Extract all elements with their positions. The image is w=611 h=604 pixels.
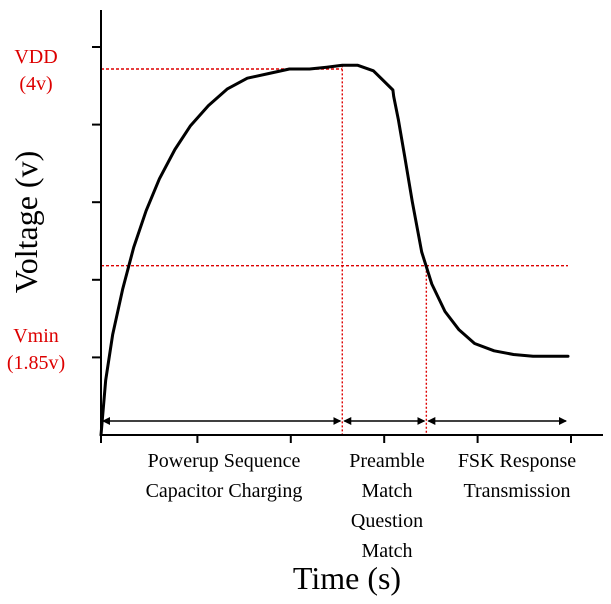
phase-label: Match [361, 540, 412, 562]
voltage-curve [99, 63, 570, 437]
phase-label: Question [351, 510, 423, 532]
x-axis-label: Time (s) [293, 560, 401, 596]
reference-sublabel: (4v) [19, 73, 52, 95]
reference-label: Vmin [13, 325, 59, 347]
phase-label: Powerup Sequence [148, 450, 301, 472]
phase-label: Preamble [349, 450, 425, 472]
phase-label: Capacitor Charging [146, 480, 303, 502]
y-axis-label: Voltage (v) [8, 151, 44, 293]
phase-label: FSK Response [458, 450, 576, 472]
phase-label: Match [361, 480, 412, 502]
reference-sublabel: (1.85v) [7, 352, 65, 374]
reference-label: VDD [14, 46, 57, 68]
phase-label: Transmission [463, 480, 570, 502]
